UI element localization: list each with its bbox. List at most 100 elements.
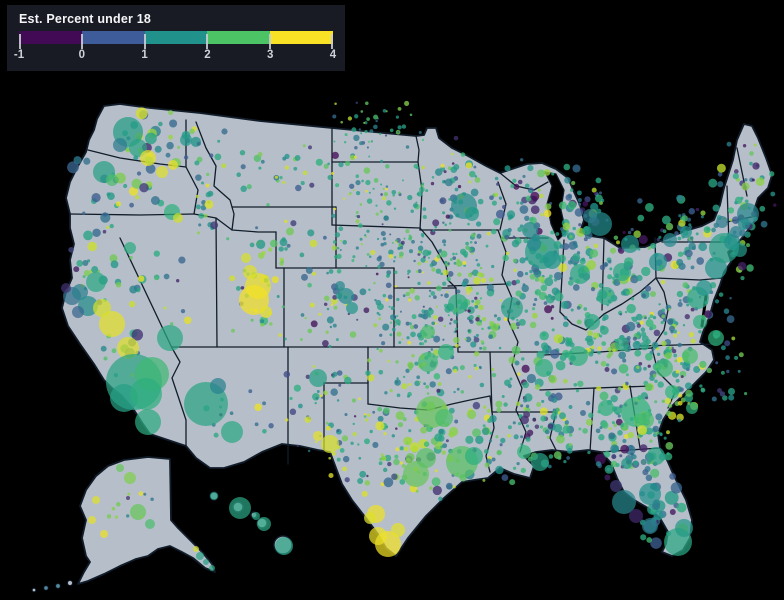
- county-bubble: [615, 418, 623, 426]
- county-bubble: [731, 336, 736, 341]
- county-bubble: [481, 427, 490, 436]
- county-bubble: [473, 165, 477, 169]
- county-bubble: [455, 330, 458, 333]
- county-bubble: [520, 415, 529, 425]
- state-border: [215, 217, 218, 348]
- county-bubble: [489, 195, 494, 201]
- state-border: [193, 213, 277, 233]
- legend-bar: [19, 31, 333, 49]
- county-bubble: [617, 414, 621, 418]
- county-bubble: [380, 453, 384, 457]
- county-bubble: [528, 189, 533, 194]
- county-bubble: [281, 305, 285, 309]
- county-bubble: [210, 492, 218, 500]
- color-legend: Est. Percent under 18 -1 0 1 2 3 4: [7, 5, 345, 71]
- county-bubble: [577, 198, 582, 202]
- county-bubble: [621, 235, 639, 253]
- county-bubble: [407, 361, 414, 369]
- county-bubble: [379, 333, 383, 337]
- county-bubble: [727, 387, 736, 396]
- county-bubble: [254, 403, 262, 412]
- county-bubble: [385, 282, 392, 289]
- county-bubble: [356, 318, 359, 321]
- county-bubble: [178, 256, 186, 264]
- county-bubble: [156, 166, 168, 178]
- county-bubble: [376, 347, 379, 351]
- county-bubble: [256, 239, 266, 249]
- county-bubble: [531, 307, 536, 311]
- county-bubble: [375, 204, 378, 207]
- county-bubble: [501, 204, 507, 210]
- county-bubble: [415, 201, 418, 204]
- county-bubble: [87, 241, 97, 252]
- county-bubble: [382, 196, 386, 201]
- county-bubble: [462, 260, 467, 266]
- county-bubble: [312, 364, 316, 368]
- county-bubble: [562, 222, 571, 231]
- county-bubble: [642, 518, 658, 534]
- county-bubble: [382, 237, 387, 241]
- county-bubble: [682, 348, 698, 364]
- county-bubble: [366, 198, 373, 204]
- county-bubble: [471, 232, 476, 238]
- county-bubble: [344, 376, 352, 385]
- county-bubble: [226, 237, 230, 241]
- county-bubble: [433, 295, 437, 299]
- county-bubble: [645, 203, 654, 212]
- county-bubble: [548, 274, 553, 279]
- county-bubble: [639, 320, 644, 325]
- county-bubble: [401, 124, 407, 129]
- county-bubble: [563, 316, 568, 320]
- county-bubble: [399, 245, 404, 250]
- county-bubble: [348, 192, 352, 196]
- county-bubble: [446, 291, 449, 294]
- county-bubble: [635, 321, 639, 325]
- county-bubble: [655, 359, 673, 377]
- county-bubble: [145, 519, 155, 529]
- county-bubble: [477, 198, 484, 205]
- county-bubble: [716, 163, 726, 173]
- county-bubble: [361, 490, 368, 497]
- county-bubble: [168, 110, 174, 116]
- county-bubble: [676, 502, 687, 513]
- county-bubble: [491, 367, 495, 372]
- county-bubble: [475, 299, 481, 305]
- county-bubble: [481, 316, 487, 322]
- county-bubble: [622, 438, 627, 444]
- county-bubble: [330, 388, 338, 396]
- county-bubble: [712, 204, 720, 212]
- county-bubble: [373, 114, 379, 120]
- county-bubble: [378, 369, 384, 375]
- county-bubble: [448, 431, 455, 438]
- county-bubble: [453, 164, 460, 170]
- county-bubble: [472, 401, 481, 410]
- county-bubble: [443, 243, 446, 247]
- county-bubble: [394, 270, 398, 274]
- county-bubble: [407, 194, 413, 201]
- county-bubble: [488, 334, 493, 340]
- county-bubble: [356, 215, 361, 219]
- county-bubble: [279, 175, 283, 180]
- county-bubble: [314, 401, 317, 405]
- county-bubble: [639, 444, 648, 453]
- county-bubble: [380, 242, 385, 247]
- county-bubble: [478, 304, 484, 311]
- county-bubble: [465, 286, 473, 293]
- county-bubble: [440, 294, 443, 297]
- county-bubble: [427, 281, 431, 285]
- county-bubble: [572, 253, 581, 262]
- county-bubble: [496, 316, 501, 321]
- county-bubble: [468, 375, 472, 379]
- county-bubble: [129, 256, 133, 260]
- county-bubble: [599, 325, 609, 335]
- county-bubble: [433, 315, 438, 320]
- county-bubble: [516, 201, 520, 205]
- county-bubble: [677, 251, 684, 257]
- county-bubble: [468, 180, 472, 184]
- county-bubble: [394, 284, 398, 288]
- county-bubble: [420, 233, 425, 237]
- county-bubble: [102, 212, 108, 217]
- county-bubble: [680, 375, 684, 379]
- county-bubble: [522, 174, 526, 178]
- county-bubble: [557, 456, 562, 460]
